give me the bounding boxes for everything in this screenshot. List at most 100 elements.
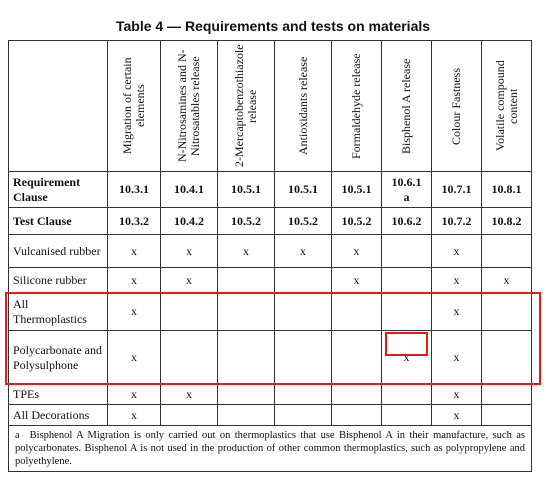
corner-cell (8, 40, 108, 172)
cell-value: x (403, 350, 410, 364)
cell: x (107, 404, 161, 426)
cell: x (107, 330, 161, 385)
cell-value: x (453, 407, 460, 422)
cell-value: 10.5.1 (341, 182, 372, 196)
header-cell: Antioxidants release (274, 40, 332, 172)
header-text: Volatile compound content (492, 60, 520, 152)
cell: 10.5.1 (217, 171, 275, 208)
cell-value: x (131, 350, 137, 364)
header-text: Migration of certain elements (120, 57, 147, 155)
cell-value: 10.7.2 (441, 213, 472, 228)
cell: 10.5.2 (217, 207, 275, 235)
header-cell: Migration of certain elements (107, 40, 161, 172)
cell (481, 404, 532, 426)
cell: 10.5.2 (331, 207, 382, 235)
cell-value: 10.4.2 (174, 213, 204, 228)
cell (381, 384, 432, 405)
header-text: Colour Fastness (449, 67, 463, 145)
header-row: Migration of certain elements N-Nitrosami… (8, 40, 532, 172)
cell-value: 10.8.2 (491, 213, 522, 228)
cell: x (331, 267, 382, 293)
footnote-mark: a (15, 430, 20, 441)
cell: x (431, 404, 482, 426)
cell-value: 10.4.1 (174, 182, 204, 196)
cell-value: 10.6.2 (391, 213, 422, 228)
row-label: TPEs (8, 384, 108, 405)
cell: x (431, 267, 482, 293)
cell (217, 267, 275, 293)
cell-value: x (131, 304, 137, 318)
cell (274, 267, 332, 293)
cell-value: 10.5.1 (288, 182, 318, 196)
cell-value: x (131, 387, 137, 401)
requirements-table: Migration of certain elements N-Nitrosami… (8, 40, 532, 472)
cell: x (217, 234, 275, 268)
cell-value: 10.3.1 (119, 182, 149, 196)
cell: 10.8.2 (481, 207, 532, 235)
table-row: Silicone rubber x x x x x (8, 267, 532, 293)
cell (381, 267, 432, 293)
footnote-row: a Bisphenol A Migration is only carried o… (8, 425, 532, 472)
footnote: a Bisphenol A Migration is only carried o… (8, 425, 532, 472)
header-text: Bisphenol A release (399, 58, 413, 154)
cell-value: x (353, 243, 360, 258)
cell-value: 10.5.2 (341, 213, 372, 228)
header-cell: Formaldehyde release (331, 40, 382, 172)
cell: x (160, 384, 218, 405)
cell-value: x (353, 272, 360, 287)
cell: 10.3.2 (107, 207, 161, 235)
footnote-text: Bisphenol A Migration is only carried ou… (15, 430, 525, 467)
cell: 10.6.2 (381, 207, 432, 235)
cell: 10.5.1 (331, 171, 382, 208)
cell-value: x (453, 304, 460, 318)
cell (217, 384, 275, 405)
row-label: Silicone rubber (8, 267, 108, 293)
row-label: Polycarbonate and Polysulphone (8, 330, 108, 385)
table-row: Vulcanised rubber x x x x x x (8, 234, 532, 268)
cell: 10.6.1 a (381, 171, 432, 208)
cell-value: 10.5.1 (231, 182, 261, 196)
cell-value: x (453, 272, 460, 287)
table-row: TPEs x x x (8, 384, 532, 405)
cell: 10.7.2 (431, 207, 482, 235)
cell: 10.4.1 (160, 171, 218, 208)
cell-value: x (453, 387, 460, 401)
header-text: N-Nitrosamines and N-Nitrosatables relea… (175, 49, 202, 163)
cell-value: x (453, 243, 460, 258)
cell: 10.3.1 (107, 171, 161, 208)
cell-value: 10.8.1 (491, 182, 522, 196)
cell (481, 384, 532, 405)
cell: 10.5.1 (274, 171, 332, 208)
cell-value: 10.3.2 (119, 213, 149, 228)
footnote-ref: a (403, 189, 410, 204)
cell-value: 10.7.1 (441, 182, 472, 196)
header-text: Formaldehyde release (349, 53, 363, 159)
table-row: Test Clause 10.3.2 10.4.2 10.5.2 10.5.2 10.5.… (8, 207, 532, 235)
row-label: Test Clause (8, 207, 108, 235)
cell (381, 404, 432, 426)
cell-value: x (131, 407, 137, 422)
cell-value: x (186, 387, 192, 401)
cell-value: x (243, 243, 249, 258)
cell-value: x (503, 272, 510, 287)
cell: x (431, 292, 482, 331)
cell: x (431, 330, 482, 385)
cell (331, 384, 382, 405)
cell (381, 234, 432, 268)
header-cell: N-Nitrosamines and N-Nitrosatables relea… (160, 40, 218, 172)
highlight-cell-box (385, 332, 428, 356)
cell (274, 384, 332, 405)
cell-value: x (131, 243, 137, 258)
table-title: Table 4 — Requirements and tests on mate… (115, 18, 431, 34)
cell: 10.4.2 (160, 207, 218, 235)
highlight-box (5, 292, 541, 385)
cell (481, 330, 532, 385)
header-text: 2-Mercaptobenzothiazole release (232, 44, 259, 168)
cell: x (431, 234, 482, 268)
row-label: Vulcanised rubber (8, 234, 108, 268)
header-cell: 2-Mercaptobenzothiazole release (217, 40, 275, 172)
cell (274, 404, 332, 426)
cell-value: 10.6.1 (391, 174, 422, 189)
cell-value: 10.5.2 (288, 213, 318, 228)
